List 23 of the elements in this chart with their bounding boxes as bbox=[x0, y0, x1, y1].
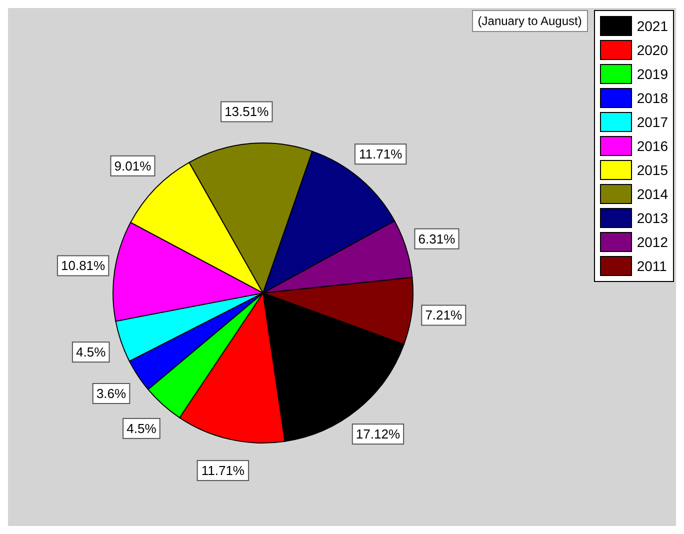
legend-label: 2020 bbox=[636, 42, 668, 58]
data-label: 7.21% bbox=[425, 308, 462, 323]
legend-label: 2018 bbox=[636, 90, 668, 106]
data-label: 11.71% bbox=[359, 146, 403, 162]
legend-label: 2021 bbox=[636, 18, 668, 34]
data-label: 6.31% bbox=[418, 231, 456, 246]
data-label: 13.51% bbox=[224, 104, 270, 120]
data-label: 4.5% bbox=[76, 344, 106, 360]
data-label: 9.01% bbox=[114, 158, 152, 174]
data-label: 11.71% bbox=[201, 463, 245, 478]
data-label: 17.12% bbox=[356, 426, 400, 442]
legend-label: 2014 bbox=[636, 186, 668, 202]
data-label: 4.5% bbox=[126, 420, 157, 436]
legend-label: 2015 bbox=[636, 162, 668, 178]
legend-label: 2016 bbox=[636, 138, 668, 154]
legend-label: 2012 bbox=[636, 234, 668, 250]
legend-label: 2017 bbox=[636, 114, 668, 130]
legend-label: 2011 bbox=[636, 258, 667, 274]
data-label: 3.6% bbox=[96, 386, 127, 402]
legend-title: (January to August) bbox=[472, 10, 588, 32]
legend-label: 2013 bbox=[636, 210, 668, 226]
data-label: 10.81% bbox=[61, 258, 106, 274]
legend-label: 2019 bbox=[636, 66, 668, 82]
